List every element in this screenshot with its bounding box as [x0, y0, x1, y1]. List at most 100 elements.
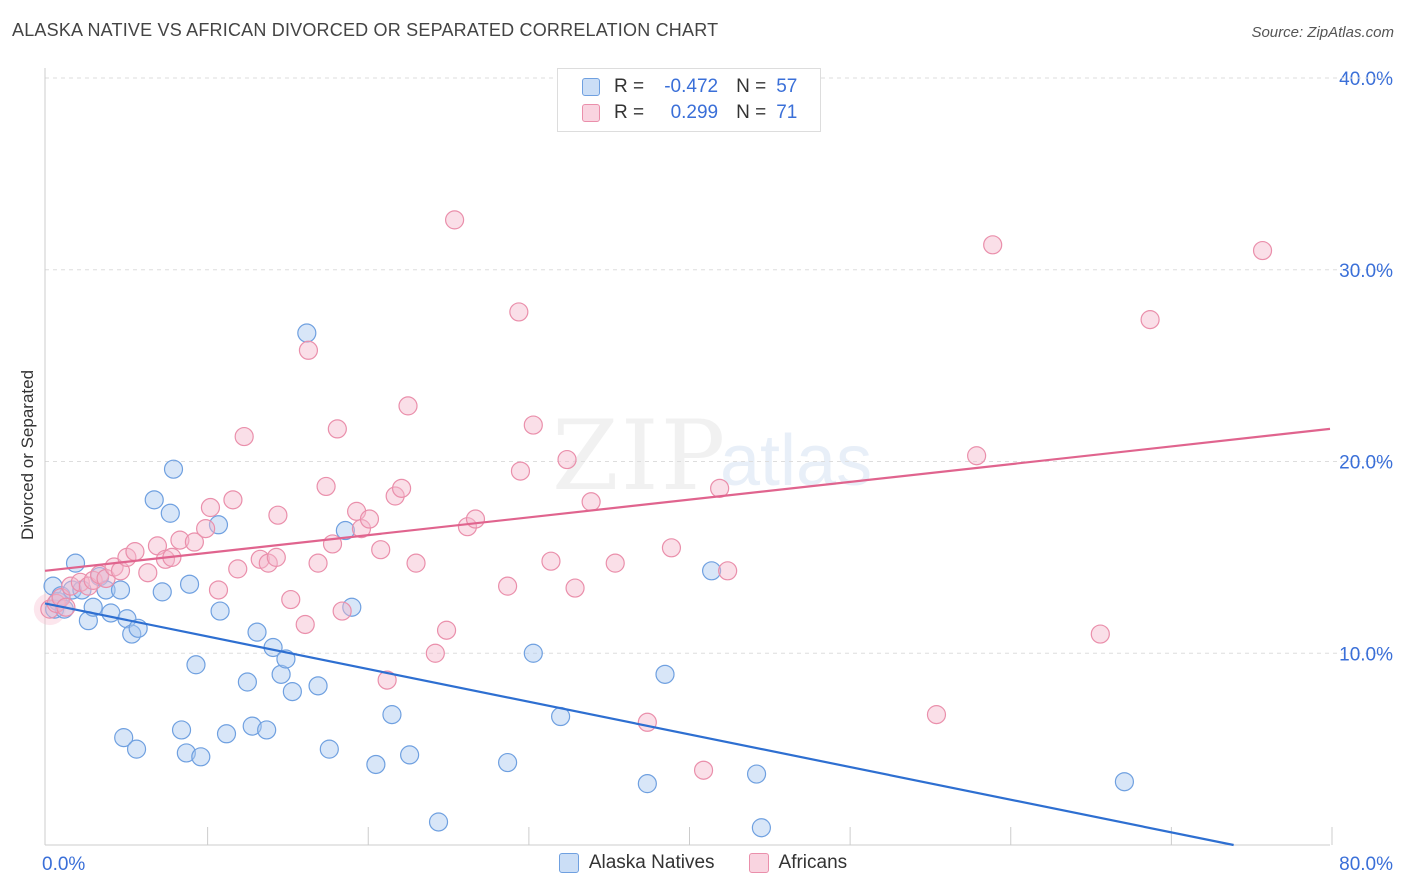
african-point: [565, 578, 585, 598]
alaska-native-point: [216, 724, 237, 744]
series-swatch-africans: [748, 853, 769, 873]
legend-n-value: 57: [776, 76, 798, 97]
african-point: [1090, 624, 1110, 644]
african-point: [406, 553, 426, 573]
alaska-native-point: [186, 655, 206, 675]
african-point: [510, 461, 531, 481]
african-point: [295, 614, 315, 635]
legend-n-label: N =: [736, 76, 767, 97]
african-point: [557, 449, 577, 470]
african-point: [509, 302, 529, 322]
series-swatch-alaska-natives: [558, 853, 579, 873]
african-point: [228, 559, 248, 579]
alaska-native-point: [282, 681, 302, 702]
legend-r-label: R =: [614, 102, 645, 123]
african-point: [371, 540, 391, 560]
alaska-native-point: [498, 752, 518, 773]
series-legend: Alaska Natives Africans: [0, 852, 1406, 874]
alaska-native-point: [171, 720, 192, 740]
african-point: [208, 580, 229, 600]
legend-row-africans: R = 0.299 N = 71: [582, 101, 797, 125]
african-point: [268, 505, 288, 525]
alaska-native-point: [335, 520, 355, 541]
series-label-alaska-natives: Alaska Natives: [588, 852, 715, 873]
legend-r-label: R =: [614, 76, 645, 97]
legend-r-value: -0.472: [664, 76, 719, 97]
legend-n-label: N =: [736, 102, 767, 123]
african-point: [359, 509, 380, 529]
african-point: [298, 340, 319, 360]
alaska-native-point: [319, 739, 339, 759]
alaska-native-point: [152, 582, 172, 602]
x-tick-label: 80.0%: [1339, 854, 1393, 875]
alaska-native-point: [176, 743, 196, 763]
african-point: [718, 561, 738, 581]
alaska-native-point: [701, 561, 722, 581]
african-point: [316, 476, 336, 497]
african-point: [1140, 310, 1160, 330]
african-point: [498, 576, 518, 596]
alaska-native-point: [247, 622, 267, 642]
y-tick-label: 20.0%: [1339, 453, 1393, 474]
alaska-native-point: [297, 323, 317, 343]
african-point: [170, 530, 190, 550]
african-point: [184, 532, 204, 552]
alaska-native-point: [271, 664, 291, 684]
watermark-zip: ZIP: [552, 400, 728, 512]
source-label: Source: ZipAtlas.com: [1251, 24, 1394, 41]
african-point: [138, 563, 158, 583]
african-point: [385, 486, 405, 506]
alaska-native-point: [751, 818, 771, 838]
african-point: [281, 589, 301, 610]
alaska-native-point: [400, 745, 420, 765]
african-point: [581, 492, 601, 512]
y-tick-label: 40.0%: [1339, 69, 1393, 90]
chart-title: ALASKA NATIVE VS AFRICAN DIVORCED OR SEP…: [12, 20, 719, 40]
african-trendline: [44, 427, 1331, 572]
alaska-native-point: [110, 580, 131, 600]
alaska-native-point: [163, 459, 184, 479]
african-point: [425, 643, 445, 663]
alaska-native-point: [523, 643, 543, 663]
legend-swatch-africans: [582, 104, 600, 122]
african-point: [983, 235, 1003, 255]
alaska-native-point: [308, 676, 328, 696]
alaska-native-point: [114, 728, 134, 748]
alaska-native-point: [257, 720, 277, 740]
legend-swatch-alaska-natives: [582, 78, 600, 96]
african-point: [457, 517, 478, 537]
african-point: [967, 446, 987, 466]
african-point: [377, 670, 397, 690]
y-tick-label: 30.0%: [1339, 261, 1393, 282]
alaska-native-trendline: [44, 602, 1234, 847]
x-tick-label: 0.0%: [42, 854, 85, 875]
alaska-native-point: [126, 739, 147, 759]
african-point: [332, 601, 352, 621]
african-point: [398, 396, 418, 416]
african-point: [234, 426, 254, 447]
african-point: [436, 620, 457, 640]
alaska-native-point: [366, 754, 386, 775]
african-point: [196, 519, 216, 539]
correlation-legend: R = -0.472 N = 57 R = 0.299 N = 71: [557, 68, 821, 132]
alaska-native-point: [382, 705, 402, 725]
african-point: [465, 509, 486, 529]
african-point: [605, 553, 625, 573]
series-legend-alaska-natives: Alaska Natives: [558, 852, 715, 874]
african-point: [523, 415, 543, 435]
african-point: [327, 419, 347, 439]
series-legend-africans: Africans: [748, 852, 847, 874]
alaska-native-point: [428, 812, 449, 832]
alaska-native-point: [179, 574, 200, 594]
legend-row-alaska-natives: R = -0.472 N = 57: [582, 75, 797, 99]
alaska-native-point: [65, 553, 86, 573]
alaska-native-point: [160, 503, 180, 523]
y-tick-label: 10.0%: [1339, 644, 1393, 665]
alaska-native-point: [144, 490, 164, 510]
alaska-native-point: [191, 747, 211, 767]
alaska-native-point: [210, 601, 230, 621]
african-point: [926, 705, 947, 725]
alaska-native-point: [242, 716, 262, 736]
african-point: [223, 490, 243, 510]
